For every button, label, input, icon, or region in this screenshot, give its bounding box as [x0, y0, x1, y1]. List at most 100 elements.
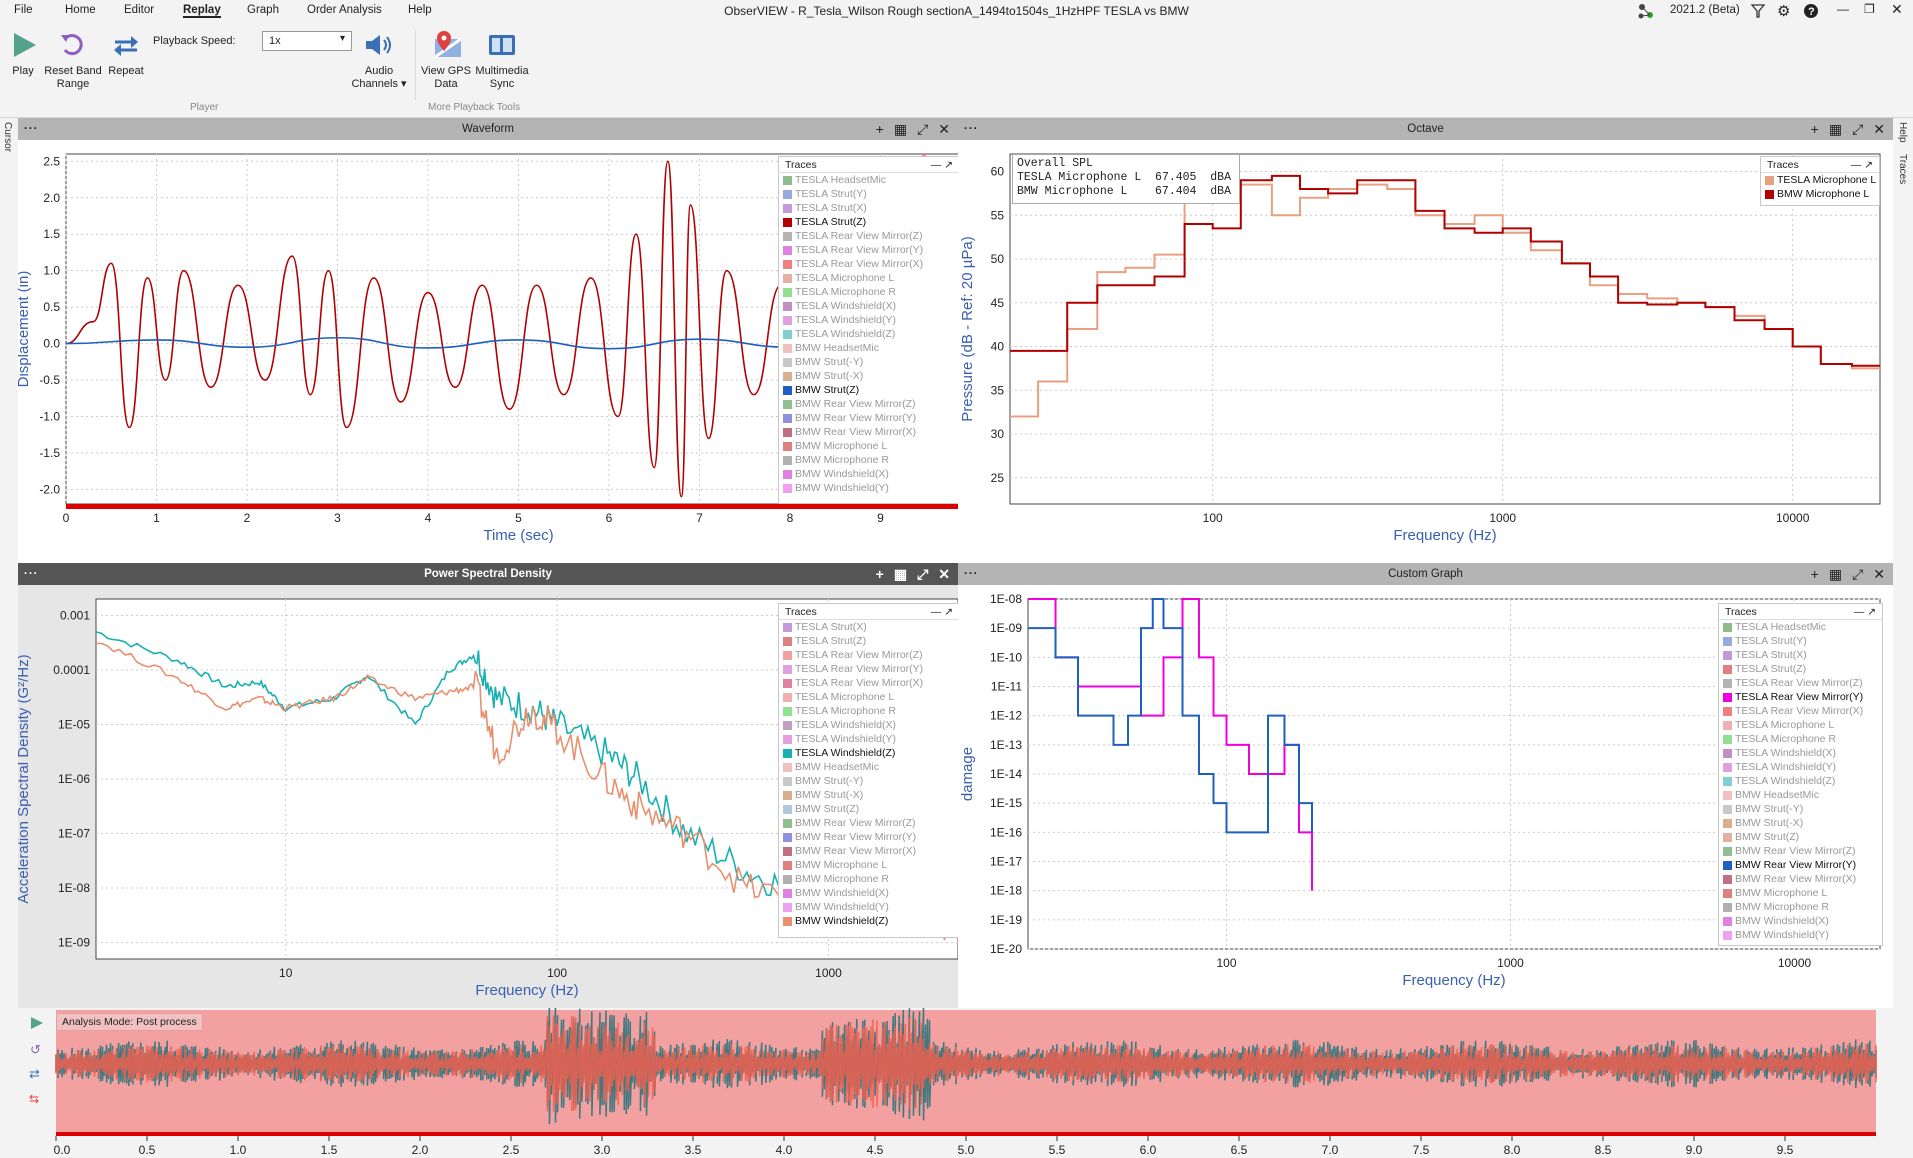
legend-item[interactable]: BMW Strut(-X) — [1719, 816, 1882, 830]
legend-item[interactable]: TESLA Strut(Z) — [779, 215, 959, 229]
legend-item[interactable]: TESLA Strut(Z) — [779, 634, 959, 648]
legend-item[interactable]: TESLA Microphone R — [1719, 732, 1882, 746]
legend-item[interactable]: TESLA Microphone L — [1761, 173, 1879, 187]
cursor-tab[interactable]: Cursor — [2, 122, 13, 153]
legend-item[interactable]: BMW Rear View Mirror(Z) — [1719, 844, 1882, 858]
reset-small-icon[interactable]: ↺ — [30, 1042, 41, 1057]
expand-icon[interactable]: ⤢ — [1852, 121, 1864, 137]
legend-item[interactable]: BMW Windshield(Y) — [1719, 928, 1882, 942]
traces-tab[interactable]: Traces — [1897, 154, 1908, 185]
legend-item[interactable]: BMW HeadsetMic — [779, 760, 959, 774]
legend-item[interactable]: BMW Rear View Mirror(Z) — [779, 816, 959, 830]
grid-icon[interactable]: ▦ — [1828, 121, 1843, 137]
legend-item[interactable]: BMW Rear View Mirror(X) — [779, 844, 959, 858]
legend-item[interactable]: BMW Microphone L — [1719, 886, 1882, 900]
legend-item[interactable]: BMW Rear View Mirror(X) — [779, 425, 959, 439]
legend-item[interactable]: TESLA Rear View Mirror(Y) — [779, 243, 959, 257]
menu-replay[interactable]: Replay — [183, 4, 221, 18]
legend-controls-icon[interactable]: — ↗ — [930, 606, 953, 618]
add-icon[interactable]: + — [1810, 566, 1819, 582]
legend-item[interactable]: TESLA Windshield(X) — [779, 718, 959, 732]
legend-item[interactable]: TESLA Windshield(Y) — [1719, 760, 1882, 774]
legend-item[interactable]: TESLA HeadsetMic — [779, 173, 959, 187]
menu-file[interactable]: File — [14, 4, 33, 16]
legend-item[interactable]: TESLA Windshield(Y) — [779, 313, 959, 327]
add-icon[interactable]: + — [875, 121, 884, 137]
menu-home[interactable]: Home — [65, 4, 96, 16]
overview-strip[interactable]: 0.0 0.5 1.0 1.5 2.0 2.5 3.0 3.5 4.0 4.5 5.0 5.5 6.0 6… — [18, 1008, 1893, 1158]
legend-item[interactable]: TESLA Rear View Mirror(Z) — [779, 648, 959, 662]
legend-item[interactable]: TESLA Windshield(X) — [1719, 746, 1882, 760]
menu-graph[interactable]: Graph — [247, 4, 279, 16]
close-icon[interactable]: ✕ — [1891, 1, 1903, 17]
legend-item[interactable]: TESLA Strut(Z) — [1719, 662, 1882, 676]
legend-item[interactable]: BMW Strut(-Y) — [779, 774, 959, 788]
close-icon[interactable]: ✕ — [1873, 121, 1885, 137]
legend-item[interactable]: TESLA Microphone L — [1719, 718, 1882, 732]
panel-menu-icon[interactable]: ··· — [24, 568, 39, 580]
legend-item[interactable]: TESLA Strut(X) — [1719, 648, 1882, 662]
legend-item[interactable]: TESLA Strut(X) — [779, 620, 959, 634]
menu-help[interactable]: Help — [408, 4, 432, 16]
legend-item[interactable]: BMW Strut(-Y) — [1719, 802, 1882, 816]
gear-icon[interactable]: ⚙ — [1777, 3, 1791, 20]
legend-item[interactable]: TESLA Rear View Mirror(Y) — [779, 662, 959, 676]
menu-editor[interactable]: Editor — [124, 4, 155, 16]
reset-band-button[interactable]: Reset Band Range — [44, 65, 102, 91]
legend-item[interactable]: BMW Rear View Mirror(Y) — [779, 411, 959, 425]
legend-item[interactable]: TESLA Rear View Mirror(X) — [1719, 704, 1882, 718]
grid-icon[interactable]: ▦ — [893, 566, 908, 582]
legend-controls-icon[interactable]: — ↗ — [930, 159, 953, 171]
legend-item[interactable]: TESLA Windshield(X) — [779, 299, 959, 313]
legend-item[interactable]: TESLA Windshield(Z) — [779, 746, 959, 760]
legend-item[interactable]: TESLA Strut(Y) — [1719, 634, 1882, 648]
legend-item[interactable]: BMW HeadsetMic — [779, 341, 959, 355]
help-tab[interactable]: Help — [1897, 122, 1908, 143]
add-icon[interactable]: + — [875, 566, 884, 582]
repeat-button[interactable]: Repeat — [108, 65, 144, 77]
legend-item[interactable]: BMW Windshield(Y) — [779, 900, 959, 914]
grid-icon[interactable]: ▦ — [1828, 566, 1843, 582]
panel-menu-icon[interactable]: ··· — [24, 123, 39, 135]
legend-item[interactable]: BMW Microphone R — [779, 872, 959, 886]
legend-item[interactable]: BMW Windshield(X) — [779, 886, 959, 900]
minimize-icon[interactable]: — — [1837, 2, 1849, 16]
close-icon[interactable]: ✕ — [1873, 566, 1885, 582]
legend-item[interactable]: TESLA Microphone R — [779, 285, 959, 299]
audio-channels-button[interactable]: Audio Channels ▾ — [351, 65, 407, 90]
legend-item[interactable]: TESLA Windshield(Z) — [779, 327, 959, 341]
legend-item[interactable]: BMW Strut(Z) — [779, 802, 959, 816]
menu-order-analysis[interactable]: Order Analysis — [307, 4, 382, 16]
legend-item[interactable]: TESLA Windshield(Y) — [779, 732, 959, 746]
legend-item[interactable]: BMW Windshield(X) — [1719, 914, 1882, 928]
legend-item[interactable]: TESLA Rear View Mirror(Z) — [779, 229, 959, 243]
legend-item[interactable]: TESLA Microphone L — [779, 271, 959, 285]
expand-icon[interactable]: ⤢ — [917, 566, 929, 582]
legend-item[interactable]: BMW Microphone L — [779, 858, 959, 872]
legend-item[interactable]: BMW Rear View Mirror(Y) — [1719, 858, 1882, 872]
view-gps-button[interactable]: View GPS Data — [420, 65, 472, 91]
restore-icon[interactable]: ❐ — [1864, 2, 1875, 16]
grid-icon[interactable]: ▦ — [893, 121, 908, 137]
legend-item[interactable]: BMW Windshield(Y) — [779, 481, 959, 495]
octave-chart[interactable]: 60 55 50 45 40 35 30 25 100 1000 10000 Frequency (H… — [958, 118, 1893, 563]
legend-controls-icon[interactable]: — ↗ — [1853, 606, 1876, 618]
legend-item[interactable]: BMW Windshield(X) — [779, 467, 959, 481]
legend-item[interactable]: BMW Microphone R — [779, 453, 959, 467]
play-button[interactable]: Play — [12, 65, 34, 77]
close-icon[interactable]: ✕ — [938, 566, 950, 582]
legend-item[interactable]: BMW Rear View Mirror(X) — [1719, 872, 1882, 886]
multimedia-sync-button[interactable]: Multimedia Sync — [474, 65, 530, 91]
legend-item[interactable]: BMW Strut(Z) — [779, 383, 959, 397]
legend-item[interactable]: BMW Strut(-X) — [779, 788, 959, 802]
legend-item[interactable]: TESLA HeadsetMic — [1719, 620, 1882, 634]
legend-item[interactable]: BMW Microphone R — [1719, 900, 1882, 914]
legend-item[interactable]: BMW HeadsetMic — [1719, 788, 1882, 802]
legend-item[interactable]: TESLA Rear View Mirror(X) — [779, 257, 959, 271]
legend-item[interactable]: TESLA Strut(X) — [779, 201, 959, 215]
add-icon[interactable]: + — [1810, 121, 1819, 137]
legend-item[interactable]: TESLA Windshield(Z) — [1719, 774, 1882, 788]
close-icon[interactable]: ✕ — [938, 121, 950, 137]
legend-item[interactable]: TESLA Microphone R — [779, 704, 959, 718]
legend-item[interactable]: BMW Windshield(Z) — [779, 914, 959, 928]
